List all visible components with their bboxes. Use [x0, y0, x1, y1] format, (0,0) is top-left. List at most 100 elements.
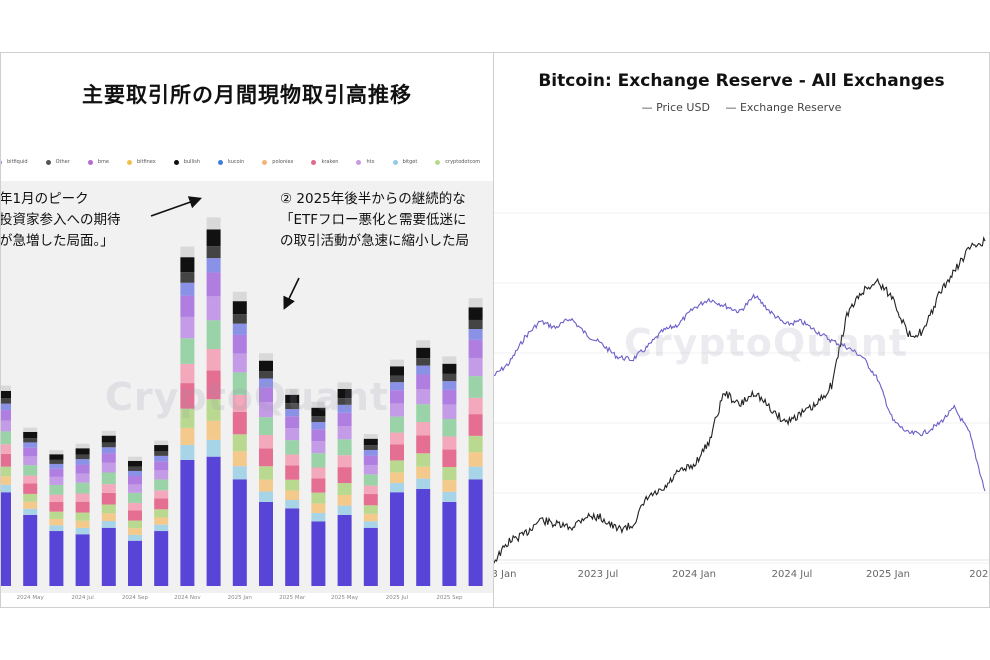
bar-segment [154, 524, 169, 532]
bar-segment [363, 505, 378, 514]
legend-label-kucoin: kucoin [228, 159, 245, 165]
bar-segment-binance [128, 540, 142, 586]
bar-segment [416, 466, 431, 479]
annotation-decline-line-3: の取引活動が急速に縮小した局 [280, 233, 469, 249]
bar-segment [1, 403, 11, 411]
bar-segment [259, 491, 273, 502]
bar-segment [206, 217, 221, 230]
bar-segment [232, 394, 247, 412]
x-tick-label: 3 Jan [494, 569, 516, 580]
bar-segment [1, 390, 11, 399]
bar-segment [468, 307, 483, 320]
bar-segment-binance [180, 459, 195, 586]
bar-segment [206, 258, 221, 273]
legend-item-bme: bme [87, 159, 109, 166]
bar-segment [285, 409, 300, 417]
bar-stack-2024-Jul [75, 443, 90, 586]
bar-segment [232, 451, 247, 467]
bar-stack-2025-Sep [442, 356, 457, 586]
legend-dot-bitfinex [126, 159, 132, 165]
bar-segment-binance [49, 531, 64, 586]
bar-segment [154, 517, 169, 525]
bar-segment [285, 394, 300, 404]
bar-segment [101, 447, 116, 454]
bar-segment [75, 493, 90, 502]
bar-segment [390, 482, 404, 493]
x-tick-label: 2025 [969, 569, 989, 580]
bar-segment [75, 501, 90, 513]
bar-segment [49, 484, 64, 495]
bar-segment [416, 340, 431, 348]
bar-segment [232, 334, 247, 354]
bar-segment [154, 490, 169, 499]
bar-segment [311, 401, 326, 408]
bar-segment [442, 404, 457, 419]
bar-stack-2025-Aug [416, 340, 431, 586]
bar-segment [468, 376, 483, 398]
bar-segment [128, 460, 142, 467]
arrow-to-decline [283, 277, 300, 310]
bar-segment [468, 298, 483, 308]
bar-segment [311, 478, 326, 493]
bar-segment [442, 389, 457, 405]
bar-segment [49, 525, 64, 532]
annotation-arrows [150, 196, 300, 310]
bar-segment [1, 431, 11, 445]
bar-segment [49, 459, 64, 464]
bar-segment [468, 435, 483, 453]
bar-segment [206, 246, 221, 259]
bar-segment [128, 476, 142, 485]
bar-segment [101, 472, 116, 485]
bar-segment [101, 513, 116, 522]
legend-label-bitfiquid: bitfiquid [7, 159, 28, 165]
bar-segment [363, 434, 378, 439]
bar-segment [101, 462, 116, 473]
bar-segment [337, 483, 352, 495]
bar-segment [259, 353, 273, 361]
bar-segment [311, 453, 326, 468]
x-tick-label: 2024 May [17, 595, 45, 601]
bar-stack-2024-Jun [49, 450, 64, 586]
arrow-to-peak [150, 196, 203, 217]
bar-segment-binance [232, 479, 247, 586]
bar-segment [259, 402, 273, 418]
bar-segment-binance [442, 501, 457, 586]
left-panel-volume-chart: 主要取引所の月間現物取引高推移 bitfiquid Other bme bitfine… [1, 53, 493, 607]
bar-segment [206, 370, 221, 400]
right-watermark: CryptoQuant [624, 321, 909, 365]
bar-segment [442, 467, 457, 481]
bar-segment [154, 445, 169, 452]
annotation-decline: ② 2025年後半からの継続的な 「ETFフロー悪化と需要低迷に の取引活動が急… [280, 189, 469, 252]
bar-segment [311, 416, 326, 423]
bar-segment [442, 373, 457, 382]
bar-stack-2025-Jul [390, 359, 404, 586]
bar-segment [154, 455, 169, 462]
annotation-decline-line-1: ② 2025年後半からの継続的な [280, 191, 466, 207]
bar-segment [311, 467, 326, 479]
legend-item-bitfiquid: bitfiquid [1, 159, 28, 166]
legend-item-kucoin: kucoin [218, 159, 244, 166]
bar-segment [390, 472, 404, 483]
bar-segment [363, 513, 378, 522]
stacked-bar-chart: 2024 May 2024 Jul 2024 Sep 2024 Nov 2025 Jan… [1, 217, 483, 601]
bar-segment [311, 503, 326, 513]
bar-segment [75, 454, 90, 460]
legend-dot-kucoin [218, 159, 224, 165]
bar-segment [232, 314, 247, 324]
bar-segment [337, 467, 352, 484]
bar-segment [285, 388, 300, 395]
x-tick-label: 2025 Sep [436, 595, 463, 601]
bar-segment [128, 470, 142, 477]
legend-dot-bitget [392, 159, 398, 165]
bar-segment [390, 432, 404, 445]
bar-segment-binance [337, 514, 352, 586]
bar-segment [154, 509, 169, 518]
bar-segment [337, 426, 352, 440]
bar-segment [75, 527, 90, 535]
bar-segment [232, 353, 247, 373]
bar-segment [468, 357, 483, 377]
legend-dot-Other [45, 159, 51, 165]
bar-segment [363, 445, 378, 450]
bar-segment [390, 366, 404, 376]
bar-segment [232, 411, 247, 435]
